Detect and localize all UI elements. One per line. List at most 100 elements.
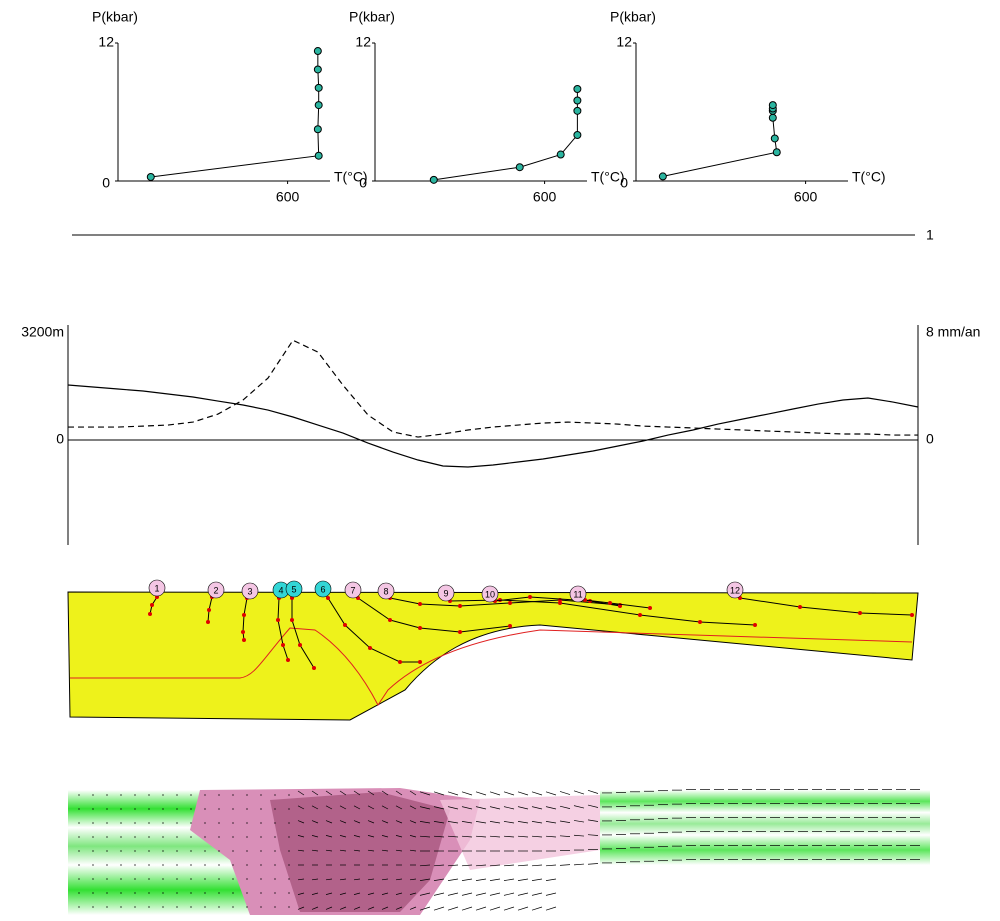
velocity-arrow: [339, 835, 347, 838]
velocity-arrow: [367, 878, 375, 881]
velocity-arrow: [419, 878, 431, 881]
velocity-arrow: [573, 863, 585, 866]
y-tick-label: 0: [102, 175, 110, 191]
isotherm: [70, 627, 913, 706]
velocity-arrow: [409, 805, 417, 810]
velocity-arrow: [447, 864, 459, 867]
velocity-arrow: [531, 906, 543, 911]
pt-point: [772, 148, 781, 157]
velocity-arrow: [419, 892, 431, 896]
marker-circle: [569, 585, 587, 603]
pt-point: [313, 125, 322, 134]
velocity-arrow: [353, 790, 361, 796]
velocity-arrow: [297, 805, 305, 810]
marker-label: 8: [383, 586, 388, 596]
velocity-arrow: [297, 878, 305, 881]
marker-label: 5: [291, 584, 296, 594]
velocity-arrow: [353, 820, 361, 824]
velocity-arrow: [381, 835, 389, 838]
velocity-arrow: [447, 906, 459, 911]
marker-label: 2: [213, 585, 218, 595]
velocity-arrow: [325, 835, 333, 838]
trajectory-point: [298, 643, 302, 647]
velocity-arrow: [433, 791, 445, 796]
trajectory-point: [508, 624, 512, 628]
marker: 6: [314, 580, 332, 598]
marker-label: 11: [573, 589, 582, 599]
velocity-arrow: [353, 892, 361, 895]
velocity-arrow: [325, 820, 333, 824]
velocity-arrow: [531, 791, 543, 796]
x-tick-label: 600: [533, 189, 557, 205]
velocity-arrow: [339, 849, 347, 852]
velocity-arrow: [475, 806, 487, 810]
velocity-arrow: [517, 864, 529, 867]
marker-label: 10: [485, 589, 495, 599]
x-axis-label: T(°C): [334, 169, 368, 185]
velocity-arrow: [433, 878, 445, 881]
velocity-arrow: [517, 806, 529, 810]
velocity-arrow: [353, 835, 361, 838]
velocity-arrow: [531, 892, 543, 896]
trajectory-point: [207, 608, 211, 612]
trajectory-point: [418, 660, 422, 664]
velocity-arrow: [325, 805, 333, 810]
trajectory-point: [858, 611, 862, 615]
velocity-arrow: [409, 878, 417, 881]
pt-point: [573, 131, 582, 139]
velocity-arrow: [367, 892, 375, 895]
velocity-arrow: [475, 864, 487, 867]
velocity-arrow: [489, 864, 501, 867]
velocity-arrow: [395, 878, 403, 881]
velocity-arrow: [381, 892, 389, 895]
x-axis-label: T(°C): [591, 169, 625, 185]
trajectory-point: [242, 638, 246, 642]
velocity-arrow: [367, 835, 375, 838]
velocity-arrow: [531, 864, 543, 867]
velocity-arrow: [461, 878, 473, 881]
marker: 5: [285, 580, 303, 598]
velocity-arrow: [587, 804, 599, 808]
velocity-arrow: [419, 906, 431, 911]
marker-label: 9: [443, 588, 448, 598]
velocity-arrow: [475, 791, 487, 796]
trajectory-point: [508, 601, 512, 605]
pt-point: [313, 65, 322, 74]
y-axis-label: P(kbar): [349, 9, 395, 25]
marker: 3: [241, 582, 259, 600]
velocity-arrow: [489, 806, 501, 810]
velocity-arrow: [447, 806, 459, 810]
velocity-arrow: [409, 849, 417, 852]
pt-point: [556, 150, 565, 159]
velocity-arrow: [489, 821, 501, 824]
pt-point: [314, 101, 323, 110]
velocity-arrow: [395, 906, 403, 910]
pt-point: [313, 47, 322, 56]
velocity-arrow: [367, 849, 375, 852]
velocity-arrow: [419, 864, 431, 867]
velocity-arrow: [433, 806, 445, 810]
velocity-arrow: [311, 820, 319, 824]
velocity-arrow: [311, 790, 319, 796]
velocity-arrow: [409, 820, 417, 824]
velocity-arrow: [339, 906, 347, 910]
velocity-arrow: [433, 892, 445, 896]
trajectory-point: [458, 630, 462, 634]
velocity-arrow: [461, 791, 473, 796]
velocity-arrow: [573, 834, 585, 837]
marker: 1: [148, 579, 166, 597]
velocity-arrow: [559, 864, 571, 866]
y-axis-label: P(kbar): [92, 9, 138, 25]
pt-path: [433, 89, 578, 181]
velocity-arrow: [325, 849, 333, 852]
velocity-arrow: [419, 835, 431, 838]
y-tick-label: 0: [56, 431, 64, 447]
velocity-arrow: [475, 821, 487, 824]
velocity-arrow: [381, 878, 389, 881]
marker-label: 7: [350, 585, 355, 595]
velocity-arrow: [409, 906, 417, 910]
velocity-arrow: [573, 790, 585, 795]
velocity-arrow: [381, 906, 389, 910]
velocity-arrow: [297, 906, 305, 910]
